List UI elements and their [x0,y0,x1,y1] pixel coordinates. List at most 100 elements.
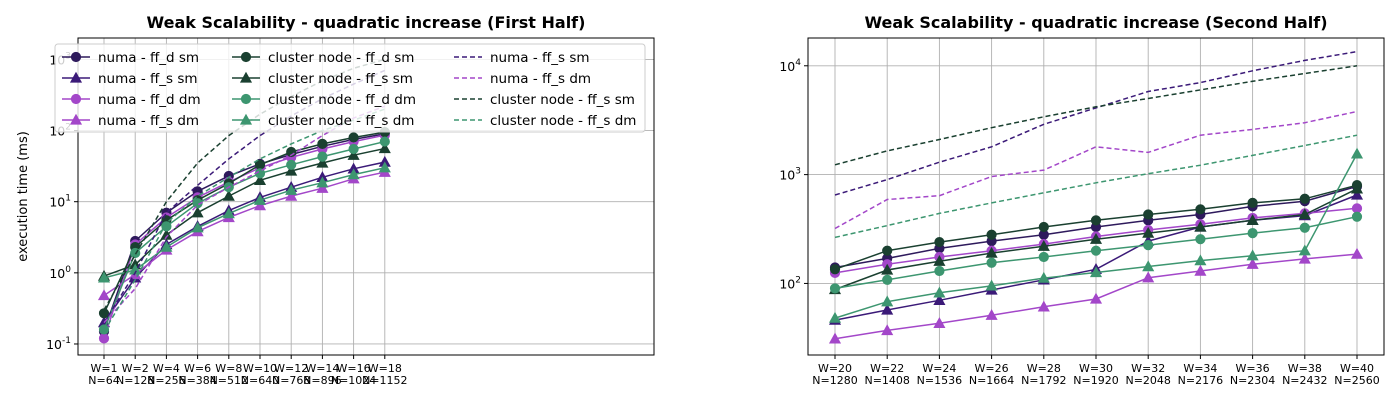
x-tick-label: W=16 [337,362,371,375]
data-point [378,142,391,154]
legend-label: numa - ff_s sm [98,71,198,87]
data-point [1247,228,1258,239]
legend-label: cluster node - ff_s sm [268,71,413,87]
series-line [103,105,386,324]
legend-marker [239,71,253,83]
data-point [1350,247,1364,259]
data-point [1089,232,1103,244]
data-point [317,151,328,162]
data-point [1090,215,1102,226]
data-point [829,283,841,294]
data-point [285,164,298,176]
data-point [933,286,946,298]
data-point [97,289,111,301]
x-tick-label: W=1 [90,362,117,375]
x-tick-label: W=6 [184,362,211,375]
grid [808,38,1384,355]
chart-panel-1: 10-1100101102103W=1N=64W=2N=128W=4N=256W… [16,13,655,387]
x-tick-label: N=384 [178,374,216,387]
data-point [191,206,204,218]
x-tick-label: W=24 [922,362,956,375]
data-point [1089,292,1103,304]
x-tick-label: N=2304 [1230,374,1275,387]
legend-label: numa - ff_d dm [98,92,201,108]
x-tick-label: W=12 [274,362,308,375]
x-tick-label: N=256 [147,374,185,387]
x-tick-label: W=10 [243,362,277,375]
x-tick-label: W=22 [870,362,904,375]
data-point [1038,221,1049,233]
data-point [192,198,203,209]
y-tick-label: 10-1 [46,336,71,352]
data-point [191,221,204,233]
data-point [1299,222,1310,233]
legend-marker [70,93,82,105]
data-point [1195,204,1206,215]
data-point [160,228,173,240]
x-tick-label: W=38 [1288,362,1322,375]
x-tick-label: W=26 [975,362,1009,375]
axes-frame [77,37,655,356]
x-tick-label: N=2176 [1178,374,1223,387]
data-point [1037,239,1050,251]
data-point [1142,260,1155,272]
data-point [98,324,110,335]
data-point [347,168,360,180]
y-tick-label: 103 [779,167,801,183]
data-point [253,193,267,205]
data-point [316,156,329,168]
x-tick-label: W=34 [1183,362,1217,375]
x-tick-label: N=1536 [917,374,962,387]
x-tick-label: N=768 [272,374,310,387]
data-point [1037,300,1050,312]
data-point [378,161,391,173]
series-group [97,58,391,344]
data-point [881,324,894,336]
data-point [1298,208,1311,220]
data-point [348,132,359,143]
data-point [881,295,894,307]
data-point [1143,240,1154,251]
legend-marker [69,71,83,83]
x-tick-label: W=20 [818,362,852,375]
data-point [882,274,893,285]
data-point [933,254,946,266]
data-point [986,229,997,240]
data-point [1038,251,1049,263]
data-point [1299,193,1310,204]
y-tick-label: 102 [779,275,801,291]
data-point [347,148,360,160]
data-point [828,332,842,344]
x-tick-label: N=1280 [812,374,857,387]
x-tick-label: W=2 [122,362,149,375]
data-point [933,294,946,305]
y-tick-label: 104 [779,58,801,74]
legend-label: cluster node - ff_d sm [268,50,414,66]
data-point [882,245,893,256]
data-point [286,159,297,170]
data-point [986,257,997,268]
legend-label: cluster node - ff_d dm [268,92,416,108]
data-point [1194,220,1207,232]
legend-label: cluster node - ff_s sm [490,92,635,108]
y-tick-label: 101 [49,194,71,210]
x-tick-label: W=4 [153,362,180,375]
x-tick-label: W=32 [1131,362,1165,375]
data-point [1195,234,1206,245]
series-line [834,50,1358,196]
x-tick-label: N=128 [116,374,154,387]
series-line [103,147,385,277]
x-tick-label: W=8 [215,362,242,375]
x-tick-label: N=1408 [864,374,909,387]
x-tick-label: N=1664 [969,374,1014,387]
data-point [934,236,945,248]
series-line [103,140,385,330]
data-point [348,143,359,155]
data-point [222,207,235,219]
x-tick-label: N=2048 [1125,374,1170,387]
data-point [1350,182,1364,194]
y-axis-label: execution time (ms) [16,131,31,262]
series-line [103,171,385,297]
data-point [1298,244,1311,256]
